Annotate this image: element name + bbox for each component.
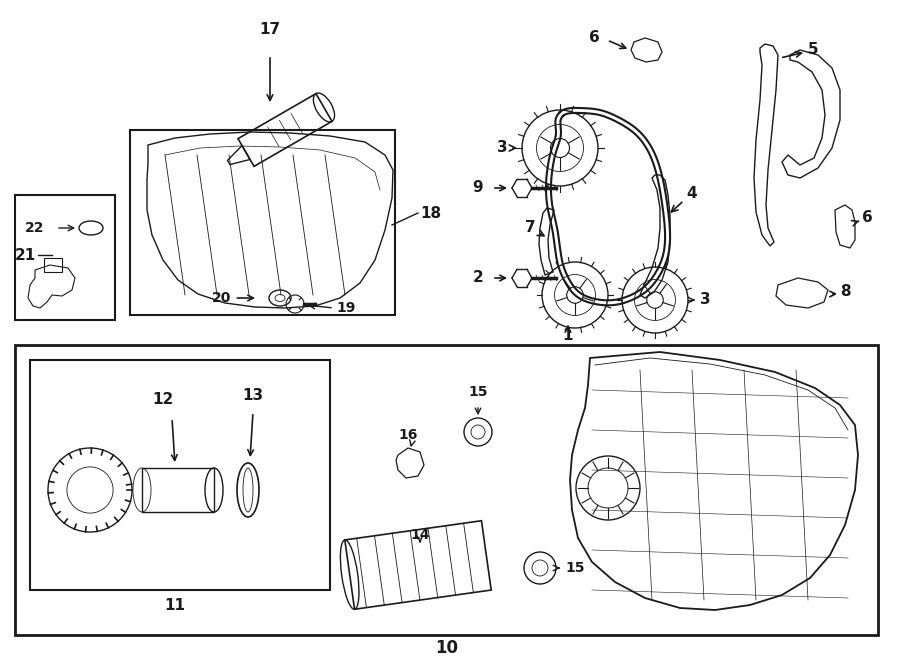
Text: 1: 1 [562,329,573,344]
Text: 11: 11 [165,598,185,613]
Bar [15,195,115,320]
Bar [142,468,214,512]
Text: 18: 18 [420,206,441,221]
Text: 9: 9 [472,180,483,196]
Text: 12: 12 [152,393,174,407]
Text: 14: 14 [410,528,430,542]
Text: 3: 3 [497,141,516,155]
Text: 21: 21 [15,247,36,262]
Text: 22: 22 [25,221,44,235]
Bar [30,360,330,590]
Text: 16: 16 [399,428,418,442]
Text: 5: 5 [808,42,819,58]
Text: 20: 20 [212,291,254,305]
Bar [15,345,878,635]
Text: 6: 6 [862,210,873,225]
Text: 8: 8 [840,284,850,299]
Text: 3: 3 [700,293,711,307]
Text: 2: 2 [472,270,483,286]
Text: 10: 10 [436,639,458,657]
Text: 15: 15 [468,385,488,399]
Text: 15: 15 [565,561,584,575]
Text: 4: 4 [671,186,698,212]
Text: 13: 13 [242,387,264,403]
Bar [44,258,62,272]
Bar [130,130,395,315]
Text: 17: 17 [259,22,281,38]
Text: 7: 7 [525,221,544,236]
Text: 6: 6 [589,30,599,46]
Text: 19: 19 [336,301,356,315]
